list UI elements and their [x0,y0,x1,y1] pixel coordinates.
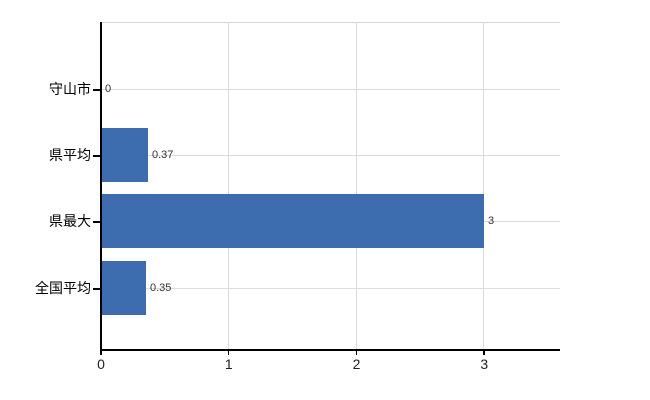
y-axis-line [100,22,102,349]
category-tick-mark [93,288,100,290]
category-tick-mark [93,89,100,91]
category-label: 県平均 [49,147,91,163]
value-label: 0.35 [150,282,172,294]
x-axis-line [100,349,560,351]
x-tick-mark [355,350,358,355]
horizontal-gridline [101,288,560,289]
value-label: 0 [105,83,112,95]
horizontal-gridline [101,89,560,90]
x-tick-label: 3 [480,356,489,372]
vertical-gridline [227,22,229,349]
plot-top-border [100,22,560,23]
bar-県平均 [101,128,148,182]
x-tick-label: 2 [352,356,361,372]
category-label: 県最大 [49,213,91,229]
bar-県最大 [101,194,484,248]
vertical-gridline [355,22,357,349]
value-label: 3 [488,215,495,227]
x-tick-label: 0 [97,356,105,372]
category-tick-mark [93,221,100,223]
horizontal-gridline [101,155,560,156]
x-tick-mark [227,350,230,355]
vertical-gridline [483,22,485,349]
category-label: 全国平均 [35,280,91,296]
x-tick-label: 1 [224,356,233,372]
category-label: 守山市 [49,81,91,97]
x-tick-mark [100,350,102,355]
x-tick-mark [483,350,485,355]
bar-全国平均 [101,261,146,315]
category-tick-mark [93,155,100,157]
value-label: 0.37 [152,149,174,161]
